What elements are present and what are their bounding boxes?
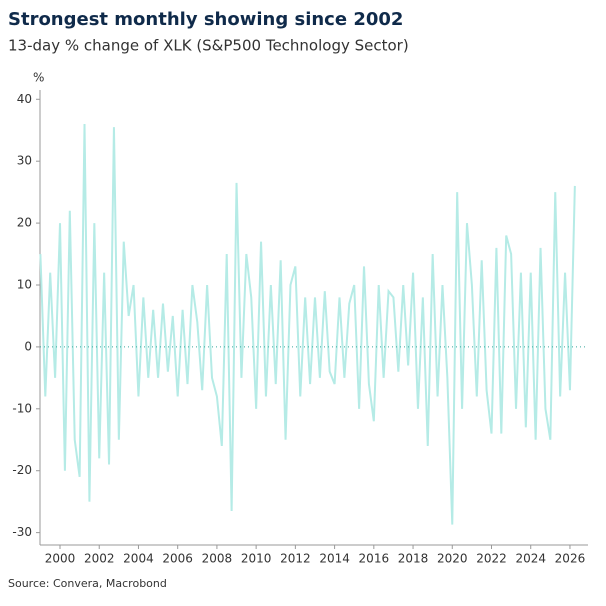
data-line: [39, 124, 576, 525]
x-tick-label: 2002: [84, 552, 115, 566]
x-tick-label: 2018: [398, 552, 429, 566]
y-axis-label: %: [33, 71, 44, 85]
y-tick-label: -20: [12, 463, 32, 477]
y-tick-label: -30: [12, 525, 32, 539]
x-tick-label: 2008: [202, 552, 233, 566]
y-tick-label: 0: [24, 339, 32, 353]
x-tick-label: 2006: [162, 552, 193, 566]
x-tick-label: 2012: [280, 552, 311, 566]
source-note: Source: Convera, Macrobond: [8, 577, 167, 590]
chart-subtitle: 13-day % change of XLK (S&P500 Technolog…: [8, 37, 409, 55]
y-tick-label: 20: [17, 216, 32, 230]
x-tick-label: 2024: [515, 552, 546, 566]
x-tick-label: 2004: [123, 552, 154, 566]
x-tick-label: 2022: [476, 552, 507, 566]
x-tick-label: 2014: [319, 552, 350, 566]
x-tick-label: 2020: [437, 552, 468, 566]
x-tick-label: 2016: [359, 552, 390, 566]
chart-title: Strongest monthly showing since 2002: [8, 9, 403, 30]
x-tick-label: 2010: [241, 552, 272, 566]
y-tick-label: 10: [17, 278, 32, 292]
x-tick-label: 2000: [45, 552, 76, 566]
y-tick-label: -10: [12, 401, 32, 415]
x-tick-label: 2026: [555, 552, 586, 566]
y-tick-label: 40: [17, 92, 32, 106]
y-tick-label: 30: [17, 154, 32, 168]
